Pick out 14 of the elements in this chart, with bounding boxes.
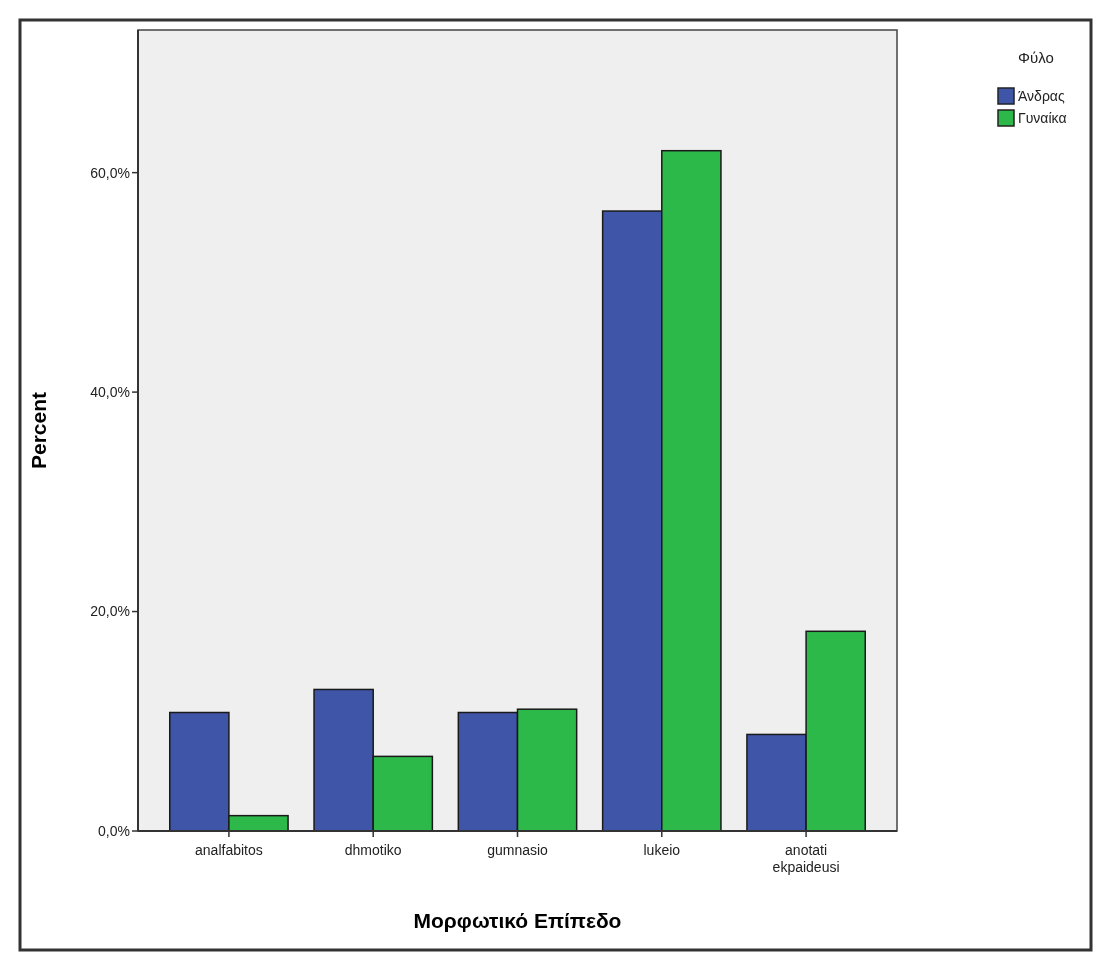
y-tick-label: 60,0%	[90, 164, 130, 181]
y-tick-label: 20,0%	[90, 603, 130, 620]
y-tick-label: 0,0%	[98, 822, 130, 839]
x-tick-label: anotati ekpaideusi	[772, 842, 840, 875]
x-tick-label: lukeio	[643, 842, 681, 858]
legend-label: Γυναίκα	[1018, 109, 1067, 126]
x-axis-title: Μορφωτικό Επίπεδο	[413, 909, 622, 932]
y-axis-title: Percent	[27, 391, 50, 470]
x-tick-label: gumnasio	[487, 842, 549, 858]
legend-label: Άνδρας	[1018, 87, 1065, 104]
legend-title: Φύλο	[1018, 49, 1054, 66]
y-tick-label: 40,0%	[90, 384, 130, 400]
x-tick-label: dhmotiko	[344, 842, 402, 858]
x-tick-label: analfabitos	[195, 842, 263, 858]
